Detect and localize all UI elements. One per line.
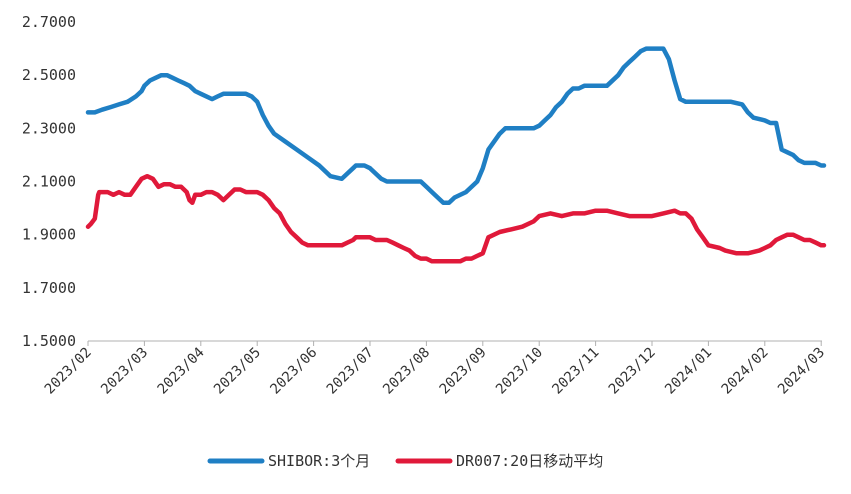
x-tick-label: 2023/06 — [267, 345, 320, 398]
y-tick-label: 2.7000 — [22, 13, 76, 31]
x-tick-label: 2023/08 — [380, 345, 433, 398]
y-tick-label: 2.3000 — [22, 119, 76, 137]
y-tick-label: 1.7000 — [22, 279, 76, 297]
legend-label-dr007: DR007:20日移动平均 — [456, 452, 603, 470]
legend: SHIBOR:3个月 DR007:20日移动平均 — [207, 452, 603, 470]
legend-label-shibor: SHIBOR:3个月 — [268, 452, 370, 470]
x-tick-label: 2023/05 — [211, 345, 264, 398]
series-line-dr007 — [85, 173, 827, 264]
axes: 1.5000 1.7000 1.9000 2.1000 2.3000 2.5000 2.70… — [22, 13, 828, 398]
x-tick-label: 2023/02 — [42, 345, 95, 398]
y-tick-label: 2.5000 — [22, 66, 76, 84]
y-tick-label: 2.1000 — [22, 173, 76, 191]
x-tick-label: 2024/03 — [775, 345, 828, 398]
series-line-shibor — [85, 46, 827, 206]
x-tick-label: 2023/12 — [606, 345, 659, 398]
x-tick-label: 2023/04 — [155, 345, 208, 398]
x-tick-label: 2023/10 — [493, 345, 546, 398]
x-tick-label: 2024/01 — [662, 345, 715, 398]
y-tick-label: 1.9000 — [22, 226, 76, 244]
y-tick-label: 1.5000 — [22, 332, 76, 350]
x-tick-label: 2023/03 — [98, 345, 151, 398]
x-tick-label: 2023/11 — [549, 345, 602, 398]
x-tick-label: 2023/07 — [324, 345, 377, 398]
x-tick-label: 2024/02 — [719, 345, 772, 398]
series-lines — [85, 46, 827, 264]
x-tick-label: 2023/09 — [437, 345, 490, 398]
